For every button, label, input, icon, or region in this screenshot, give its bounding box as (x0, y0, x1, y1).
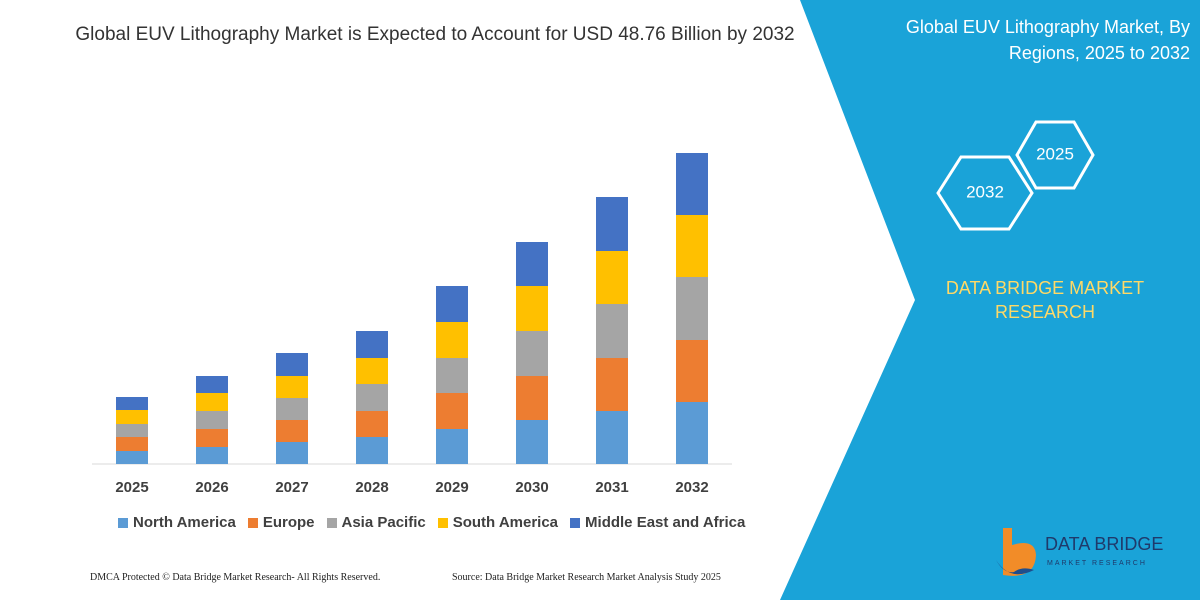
bar-segment (676, 153, 708, 215)
bar-segment (196, 429, 228, 447)
legend-label: Middle East and Africa (585, 514, 746, 531)
bar-segment (276, 376, 308, 398)
bar-segment (116, 424, 148, 437)
bar-segment (436, 393, 468, 429)
bar-segment (676, 402, 708, 464)
legend-swatch (570, 517, 581, 528)
x-tick-label: 2032 (675, 479, 708, 496)
bar-segment (116, 410, 148, 424)
logo-icon (1003, 528, 1036, 576)
bar-segment (116, 437, 148, 451)
bar-segment (596, 358, 628, 411)
bar-segment (196, 447, 228, 464)
bar-segment (116, 451, 148, 464)
plot: 2025 2026 2027 2028 2029 2030 2031 2032 (92, 153, 732, 496)
x-tick-label: 2027 (275, 479, 308, 496)
brand: DATA BRIDGE MARKET RESEARCH (945, 278, 1145, 322)
bar-segment (596, 251, 628, 304)
bar-segment (116, 397, 148, 410)
bar-segment (676, 340, 708, 402)
x-tick-label: 2025 (115, 479, 148, 496)
hexagon-label: 2032 (966, 182, 1004, 201)
bar-segment (596, 197, 628, 251)
bar-segment (356, 331, 388, 358)
bar-segment (276, 353, 308, 376)
footer-left: DMCA Protected © Data Bridge Market Rese… (90, 572, 381, 583)
legend-item: Europe (247, 514, 315, 531)
side-panel (780, 0, 1200, 600)
legend-swatch (247, 517, 258, 528)
bar-segment (516, 331, 548, 376)
bar-segment (276, 442, 308, 464)
bar-segment (196, 393, 228, 411)
bar-segment (516, 242, 548, 286)
bar-segment (516, 376, 548, 420)
bar-segment (436, 322, 468, 358)
legend-swatch (118, 517, 128, 528)
bar-segment (356, 411, 388, 437)
bar-segment (276, 420, 308, 442)
bar-segment (676, 277, 708, 340)
x-tick-label: 2029 (435, 479, 468, 496)
bar-segment (596, 304, 628, 358)
bar-segment (356, 384, 388, 411)
x-tick-label: 2028 (355, 479, 388, 496)
legend-label: Europe (262, 514, 315, 531)
bar-segment (516, 420, 548, 464)
chart-title: Global EUV Lithography Market is Expecte… (75, 24, 795, 45)
logo-icon (996, 560, 1034, 575)
bar-segment (596, 411, 628, 464)
legend-swatch (326, 517, 337, 528)
bar-segment (436, 358, 468, 393)
bar-segment (436, 286, 468, 322)
legend-item: Asia Pacific (326, 514, 426, 531)
bar-segment (196, 411, 228, 429)
hexagon (1015, 120, 1095, 190)
legend-item: Middle East and Africa (570, 514, 745, 531)
legend-label: South America (452, 514, 559, 531)
bar-segment (196, 376, 228, 393)
x-tick-label: 2026 (195, 479, 228, 496)
bar-segment (356, 358, 388, 384)
legend: North America Europe Asia Pacific South Ame… (118, 514, 745, 531)
legend-item: South America (437, 514, 559, 531)
logo-name: DATA BRIDGE (1045, 534, 1163, 554)
legend-label: North America (133, 514, 236, 531)
bar-segment (516, 286, 548, 331)
hexagon (936, 155, 1034, 231)
logo-tagline: MARKET RESEARCH (1047, 560, 1147, 567)
bar-segment (356, 437, 388, 464)
footer-right: Source: Data Bridge Market Research Mark… (452, 572, 721, 583)
x-tick-label: 2030 (515, 479, 548, 496)
panel-title: Global EUV Lithography Market, By Region… (905, 17, 1190, 63)
x-tick-label: 2031 (595, 479, 628, 496)
legend-label: Asia Pacific (341, 514, 426, 531)
legend-item: North America (118, 514, 236, 531)
bar-segment (276, 398, 308, 420)
bar-segment (436, 429, 468, 464)
legend-swatch (437, 517, 448, 528)
bar-segment (676, 215, 708, 277)
hexagons (936, 120, 1095, 231)
hexagon-label: 2025 (1036, 144, 1074, 163)
